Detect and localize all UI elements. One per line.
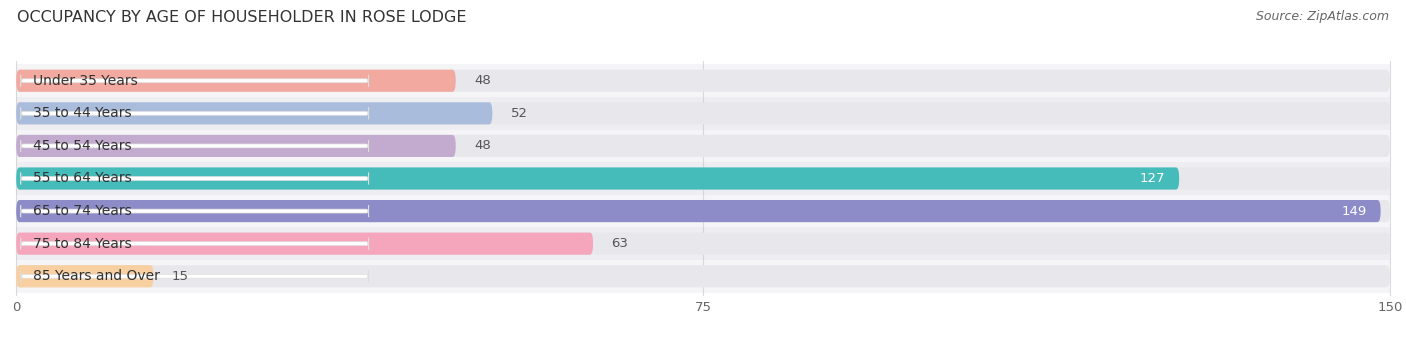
Text: 127: 127 [1140,172,1166,185]
FancyBboxPatch shape [17,162,1389,195]
Text: 48: 48 [474,139,491,152]
FancyBboxPatch shape [17,200,1389,222]
Text: 65 to 74 Years: 65 to 74 Years [32,204,131,218]
Text: OCCUPANCY BY AGE OF HOUSEHOLDER IN ROSE LODGE: OCCUPANCY BY AGE OF HOUSEHOLDER IN ROSE … [17,10,467,25]
FancyBboxPatch shape [17,195,1389,227]
FancyBboxPatch shape [17,227,1389,260]
FancyBboxPatch shape [21,270,368,282]
FancyBboxPatch shape [17,167,1180,190]
FancyBboxPatch shape [17,130,1389,162]
Text: 55 to 64 Years: 55 to 64 Years [32,171,131,186]
Text: 15: 15 [172,270,188,283]
FancyBboxPatch shape [17,135,456,157]
FancyBboxPatch shape [17,102,1389,124]
FancyBboxPatch shape [17,233,593,255]
Text: 85 Years and Over: 85 Years and Over [32,269,159,283]
FancyBboxPatch shape [17,200,1381,222]
FancyBboxPatch shape [17,260,1389,292]
Text: Source: ZipAtlas.com: Source: ZipAtlas.com [1256,10,1389,23]
FancyBboxPatch shape [21,140,368,152]
FancyBboxPatch shape [17,97,1389,130]
FancyBboxPatch shape [21,238,368,250]
FancyBboxPatch shape [17,265,1389,287]
Text: 45 to 54 Years: 45 to 54 Years [32,139,131,153]
FancyBboxPatch shape [21,75,368,87]
FancyBboxPatch shape [17,70,456,92]
FancyBboxPatch shape [21,205,368,217]
Text: 52: 52 [510,107,527,120]
Text: 75 to 84 Years: 75 to 84 Years [32,237,131,251]
FancyBboxPatch shape [17,70,1389,92]
Text: Under 35 Years: Under 35 Years [32,74,138,88]
FancyBboxPatch shape [17,135,1389,157]
FancyBboxPatch shape [17,265,153,287]
Text: 63: 63 [612,237,628,250]
FancyBboxPatch shape [21,107,368,119]
FancyBboxPatch shape [17,233,1389,255]
Text: 35 to 44 Years: 35 to 44 Years [32,106,131,120]
FancyBboxPatch shape [17,167,1389,190]
Text: 149: 149 [1341,205,1367,218]
FancyBboxPatch shape [21,172,368,185]
FancyBboxPatch shape [17,65,1389,97]
Text: 48: 48 [474,74,491,87]
FancyBboxPatch shape [17,102,492,124]
